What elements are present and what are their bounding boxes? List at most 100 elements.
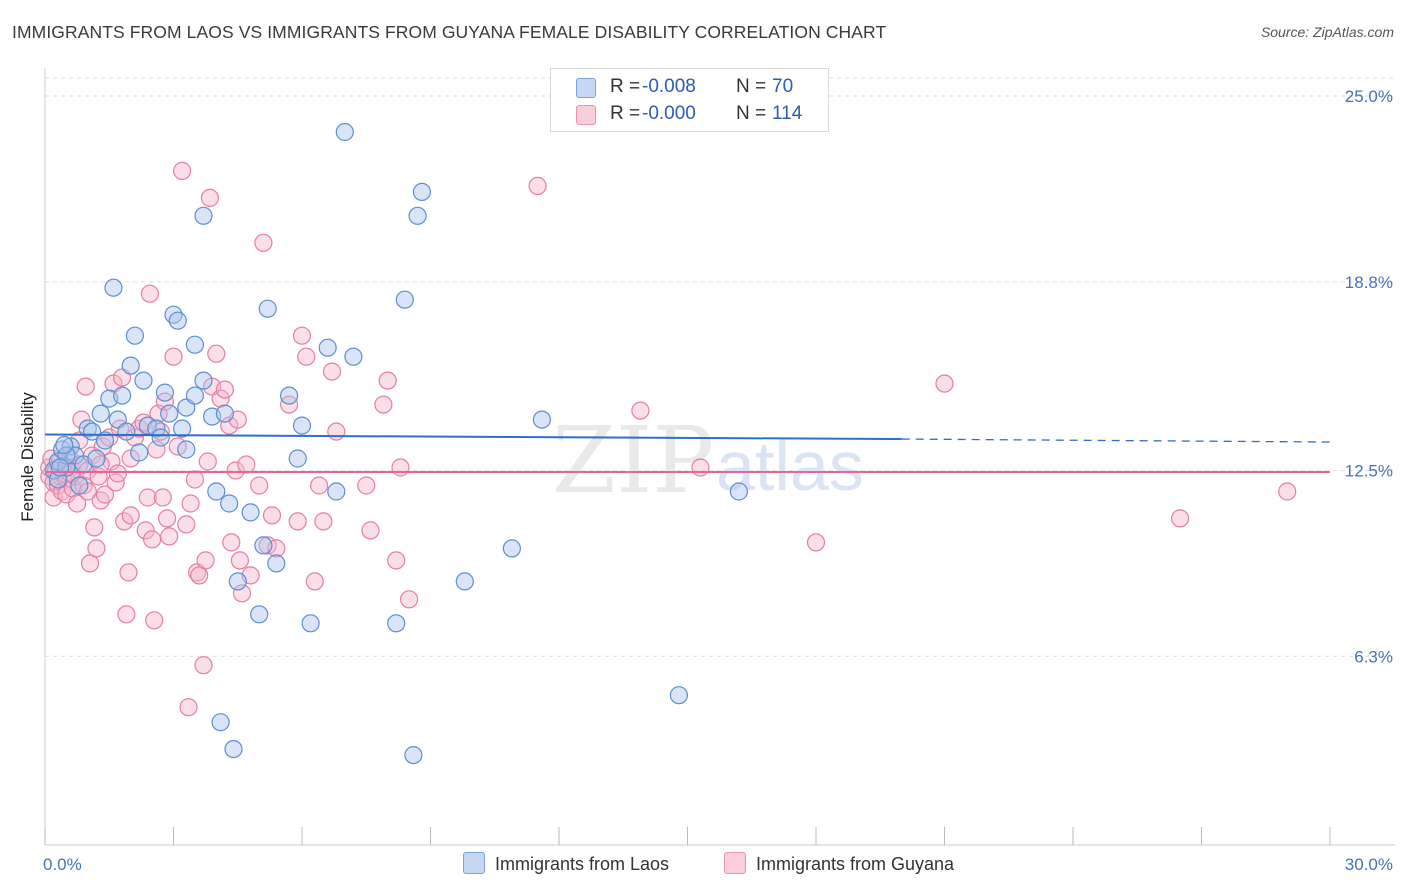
guyana-point <box>153 488 172 507</box>
laos-point <box>280 386 299 405</box>
guyana-point <box>215 380 234 399</box>
bottom-legend-guyana: Immigrants from Guyana <box>724 852 954 875</box>
guyana-r-value: -0.000 <box>642 103 696 124</box>
laos-trend-line <box>44 433 902 441</box>
guyana-n-label: N = <box>736 103 767 124</box>
laos-point <box>151 428 170 447</box>
guyana-point <box>173 161 192 180</box>
laos-point <box>532 410 552 429</box>
laos-point <box>185 386 204 405</box>
guyana-point <box>200 188 219 207</box>
watermark-atlas: atlas <box>716 427 864 505</box>
guyana-swatch <box>576 105 596 125</box>
guyana-point <box>230 551 249 570</box>
laos-point <box>387 614 406 633</box>
guyana-point <box>198 452 217 471</box>
guyana-point <box>95 485 115 504</box>
watermark: ZIP atlas <box>552 407 864 514</box>
stats-legend: R = -0.008 N = 70 R = -0.000 N = 114 <box>550 68 829 132</box>
laos-point <box>125 326 144 345</box>
laos-point <box>301 614 320 633</box>
chart-title: IMMIGRANTS FROM LAOS VS IMMIGRANTS FROM … <box>12 22 887 42</box>
guyana-point <box>108 464 127 483</box>
x-tick-label: 30.0% <box>1345 855 1393 874</box>
guyana-point <box>147 440 166 459</box>
laos-point <box>404 745 423 765</box>
laos-point <box>412 182 431 201</box>
guyana-point <box>72 410 91 429</box>
guyana-point <box>322 362 342 381</box>
laos-point <box>395 290 414 309</box>
bottom-guyana-swatch <box>724 852 746 874</box>
guyana-point <box>194 656 213 675</box>
guyana-point <box>164 347 183 366</box>
laos-point <box>502 539 521 558</box>
guyana-point <box>631 401 650 420</box>
laos-point <box>121 356 140 375</box>
laos-point <box>50 458 70 477</box>
laos-point <box>729 482 749 501</box>
laos-r-value: -0.008 <box>642 76 696 97</box>
guyana-point <box>181 494 200 513</box>
laos-point <box>318 338 337 357</box>
guyana-point <box>361 521 380 540</box>
guyana-point <box>935 374 954 393</box>
series-guyana-points <box>40 161 1297 717</box>
laos-point <box>82 422 102 441</box>
guyana-point <box>177 515 196 534</box>
guyana-point <box>357 476 376 495</box>
laos-point <box>117 422 136 441</box>
guyana-point <box>158 509 177 528</box>
y-axis-label: Female Disability <box>18 392 37 522</box>
y-tick-label: 12.5% <box>1345 462 1393 481</box>
guyana-point <box>400 590 419 609</box>
guyana-point <box>305 572 324 591</box>
tick-labels: 6.3% 12.5% 18.8% 25.0% 0.0% 30.0% <box>43 87 1393 874</box>
laos-point <box>669 686 689 705</box>
laos-point <box>288 449 307 468</box>
laos-point <box>130 443 149 462</box>
bottom-legend-laos: Immigrants from Laos <box>463 852 669 875</box>
guyana-point <box>138 488 157 507</box>
laos-r-label: R = <box>610 76 641 97</box>
laos-point <box>194 371 213 390</box>
laos-point <box>220 494 239 513</box>
guyana-point <box>391 458 410 477</box>
laos-trend-extension <box>901 438 1331 443</box>
guyana-point <box>288 512 307 531</box>
guyana-point <box>691 458 710 477</box>
guyana-point <box>262 506 282 525</box>
laos-swatch <box>576 78 596 98</box>
x-tick-label: 0.0% <box>43 855 82 874</box>
guyana-point <box>378 371 397 390</box>
bottom-guyana-label: Immigrants from Guyana <box>756 854 955 874</box>
bottom-laos-swatch <box>463 852 485 874</box>
guyana-point <box>222 533 241 552</box>
laos-point <box>344 347 363 366</box>
laos-point <box>147 419 166 438</box>
y-tick-label: 18.8% <box>1345 273 1393 292</box>
laos-point <box>173 419 192 438</box>
laos-point <box>95 431 115 450</box>
laos-point <box>194 206 213 225</box>
laos-point <box>55 435 74 455</box>
guyana-point <box>387 551 406 570</box>
guyana-point <box>196 551 215 570</box>
laos-point <box>267 554 286 573</box>
y-tick-label: 6.3% <box>1354 647 1393 666</box>
laos-point <box>168 311 187 330</box>
laos-point <box>160 404 179 423</box>
guyana-point <box>119 563 138 582</box>
guyana-point <box>80 554 100 573</box>
laos-point <box>70 476 89 495</box>
laos-point <box>327 482 346 501</box>
guyana-point <box>117 605 136 624</box>
laos-point <box>185 335 204 354</box>
laos-point <box>292 416 312 435</box>
laos-point <box>215 404 234 423</box>
guyana-point <box>179 698 198 717</box>
guyana-point <box>87 539 106 558</box>
guyana-point <box>806 533 826 552</box>
guyana-point <box>292 326 312 345</box>
laos-point <box>104 278 123 297</box>
